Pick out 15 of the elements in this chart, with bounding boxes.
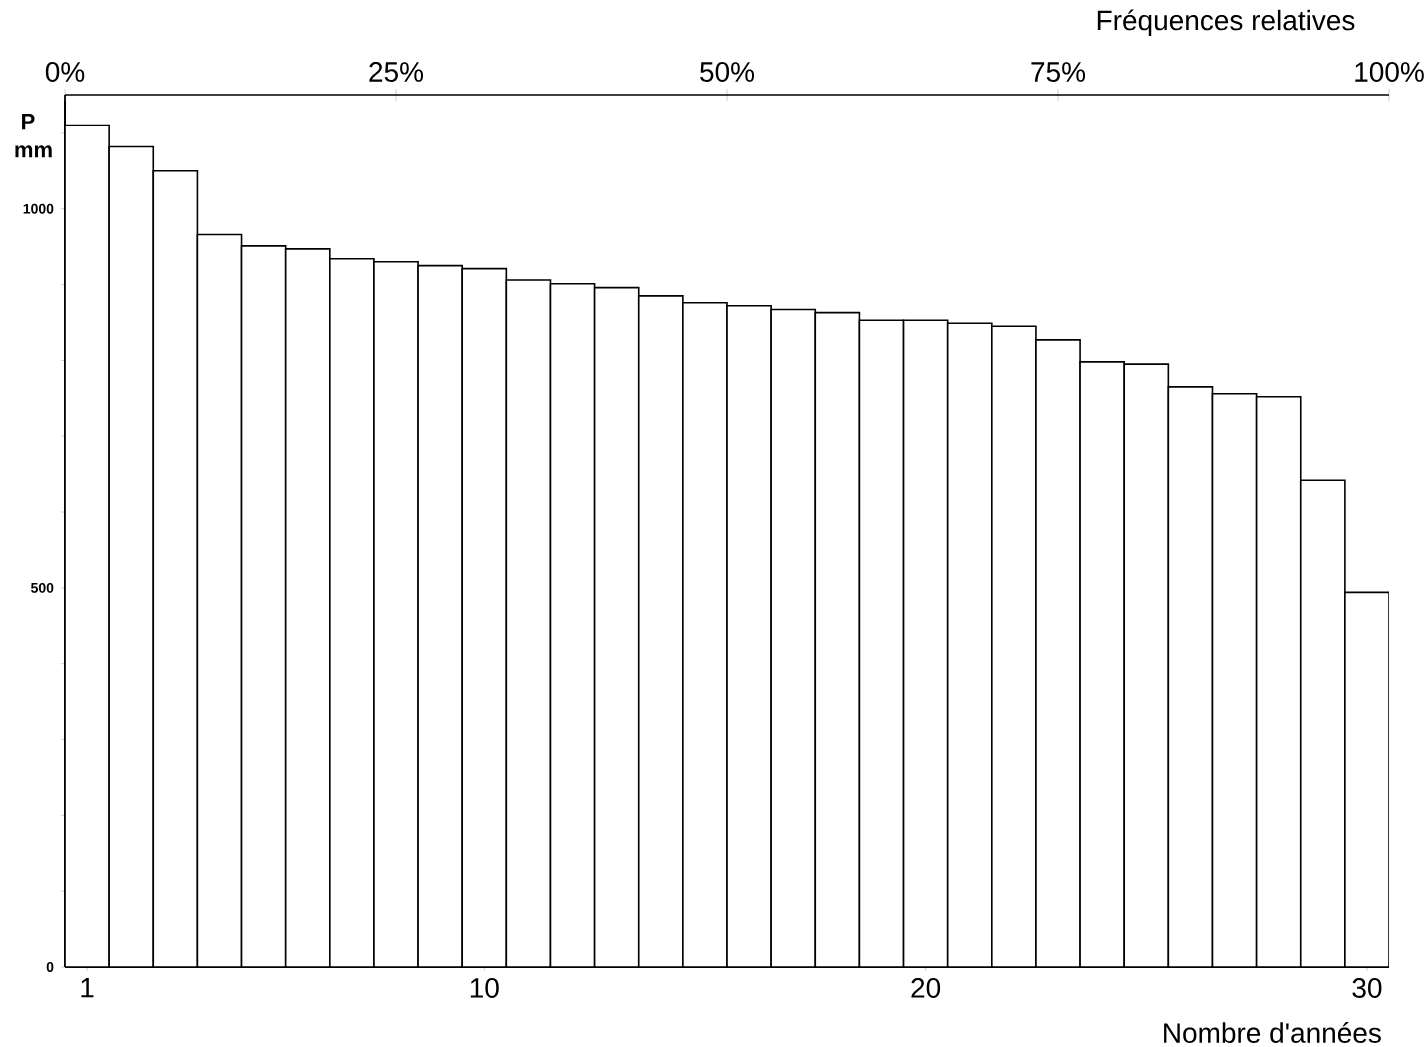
x2-tick-label: 0% xyxy=(45,62,85,82)
x-axis-title: Nombre d'années xyxy=(1164,1022,1381,1043)
y-axis-title: P mm xyxy=(15,114,52,158)
x2-tick-label: 100% xyxy=(1355,62,1424,82)
x-tick-label: 20 xyxy=(911,978,941,998)
x-tick-label: 30 xyxy=(1352,978,1382,998)
x-tick-label: 10 xyxy=(470,978,499,998)
x-tick-label: 1 xyxy=(81,978,94,998)
x2-tick-label: 50% xyxy=(700,62,755,82)
y-tick-label: 500 xyxy=(31,582,54,593)
y-tick-label: 1000 xyxy=(23,203,54,214)
x2-tick-label: 75% xyxy=(1031,62,1086,82)
y-tick-label: 0 xyxy=(46,962,54,972)
x2-tick-label: 25% xyxy=(369,62,424,82)
x2-axis-title: Fréquences relatives xyxy=(1097,9,1355,36)
